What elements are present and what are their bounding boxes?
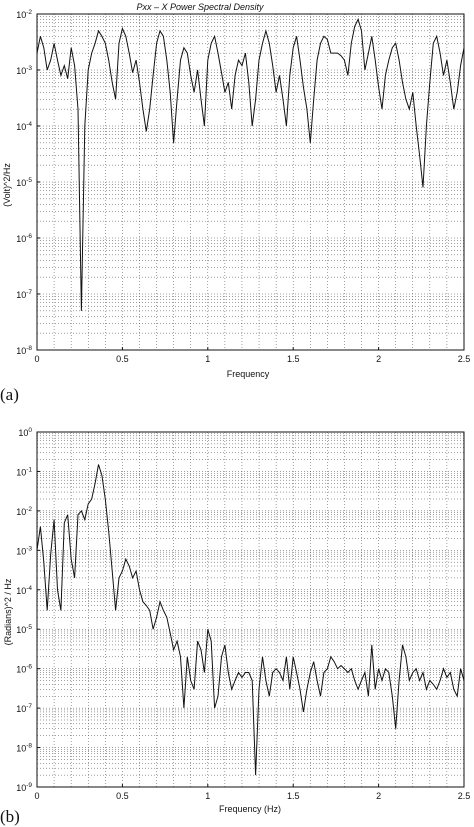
chart-a-ytick-base: 10 <box>16 66 26 76</box>
chart-b-xtick-label: 2 <box>376 791 381 801</box>
chart-b-ytick-label: 10-8 <box>16 743 32 754</box>
chart-b-xtick-label: 0.5 <box>116 791 129 801</box>
chart-a-ytick-base: 10 <box>16 10 26 20</box>
chart-b-ytick-base: 10 <box>16 625 26 635</box>
chart-a-ytick-label: 10-4 <box>16 121 32 132</box>
chart-b-ytick-base: 10 <box>16 744 26 754</box>
chart-a-ytick-base: 10 <box>16 290 26 300</box>
chart-a-ytick-label: 10-6 <box>16 233 32 244</box>
chart-a-ytick-label: 10-5 <box>16 177 32 188</box>
chart-a-xtick-label: 2.5 <box>458 354 471 364</box>
chart-b-ytick-exp: -5 <box>26 624 32 631</box>
chart-a-ytick-exp: -7 <box>26 289 32 296</box>
chart-b-grid <box>37 432 464 788</box>
chart-b-ytick-exp: -9 <box>26 782 32 789</box>
chart-b-ytick-exp: -7 <box>26 703 32 710</box>
chart-b-ytick-label: 10-6 <box>16 664 32 675</box>
chart-b-ytick-exp: -2 <box>26 506 32 513</box>
chart-b-ytick-label: 10-7 <box>16 703 32 714</box>
chart-a-ytick-base: 10 <box>16 234 26 244</box>
chart-a-ytick-exp: -6 <box>26 233 32 240</box>
chart-a-ytick-label: 10-2 <box>16 9 32 20</box>
chart-b-ytick-base: 10 <box>16 783 26 793</box>
chart-b-ytick-label: 10-9 <box>16 782 32 793</box>
chart-a-series-line <box>36 18 465 311</box>
chart-a-xtick-label: 1.5 <box>287 354 300 364</box>
chart-a-title: Pxx – X Power Spectral Density <box>136 2 264 12</box>
chart-b-ytick-exp: 0 <box>28 427 32 434</box>
chart-b-ytick-base: 10 <box>18 428 28 438</box>
chart-a-xlabel: Frequency <box>227 369 270 379</box>
chart-b-ytick-base: 10 <box>16 704 26 714</box>
chart-b-panel-label: (b) <box>0 807 20 826</box>
chart-b-xtick-label: 1.5 <box>287 791 300 801</box>
chart-b-ytick-base: 10 <box>16 546 26 556</box>
chart-b-ytick-exp: -3 <box>26 545 32 552</box>
chart-b-frame <box>36 431 465 788</box>
chart-b-ytick-base: 10 <box>16 665 26 675</box>
chart-a-ytick-label: 10-8 <box>16 345 32 356</box>
chart-a-ytick-label: 10-3 <box>16 65 32 76</box>
chart-a-ytick-exp: -2 <box>26 9 32 16</box>
chart-b-ytick-label: 10-3 <box>16 545 32 556</box>
chart-a-xtick-label: 0.5 <box>116 354 129 364</box>
chart-b-ytick-exp: -8 <box>26 743 32 750</box>
chart-b-xtick-label: 0 <box>34 791 39 801</box>
chart-a-frame <box>36 13 465 351</box>
chart-a-panel-label: (a) <box>0 385 19 404</box>
chart-b-ylabel: (Radians)^2 / Hz <box>3 578 13 645</box>
chart-a-ytick-exp: -8 <box>26 345 32 352</box>
chart-a-ytick-exp: -3 <box>26 65 32 72</box>
chart-b: 10010-110-210-310-410-510-610-710-810-9 … <box>0 427 470 826</box>
chart-b-xtick-label: 1 <box>205 791 210 801</box>
chart-b-ytick-label: 10-2 <box>16 506 32 517</box>
chart-a-ytick-base: 10 <box>16 346 26 356</box>
chart-a-xtick-label: 1 <box>205 354 210 364</box>
chart-b-ytick-exp: -1 <box>26 466 32 473</box>
chart-a-ylabel: (Volt)^2/Hz <box>2 163 12 207</box>
chart-b-xlabel: Frequency (Hz) <box>219 804 281 814</box>
chart-b-ytick-label: 10-5 <box>16 624 32 635</box>
chart-a-ytick-base: 10 <box>16 122 26 132</box>
chart-b-xtick-label: 2.5 <box>458 791 471 801</box>
chart-a-ytick-base: 10 <box>16 178 26 188</box>
chart-b-ytick-base: 10 <box>16 467 26 477</box>
chart-a-xtick-label: 0 <box>34 354 39 364</box>
chart-b-ytick-label: 10-1 <box>16 466 32 477</box>
chart-b-ytick-exp: -6 <box>26 664 32 671</box>
chart-a-ytick-exp: -5 <box>26 177 32 184</box>
chart-a-ytick-exp: -4 <box>26 121 32 128</box>
chart-b-ytick-base: 10 <box>16 507 26 517</box>
chart-b-ytick-exp: -4 <box>26 585 32 592</box>
chart-b-series-line <box>36 464 465 776</box>
chart-b-ytick-base: 10 <box>16 586 26 596</box>
chart-a-ytick-label: 10-7 <box>16 289 32 300</box>
chart-a-xtick-label: 2 <box>376 354 381 364</box>
chart-b-ytick-label: 10-4 <box>16 585 32 596</box>
chart-a-yticks: 10-210-310-410-510-610-710-8 <box>16 9 40 356</box>
chart-b-ytick-label: 100 <box>18 427 32 438</box>
chart-a: Pxx – X Power Spectral Density 10-210-31… <box>0 2 470 404</box>
